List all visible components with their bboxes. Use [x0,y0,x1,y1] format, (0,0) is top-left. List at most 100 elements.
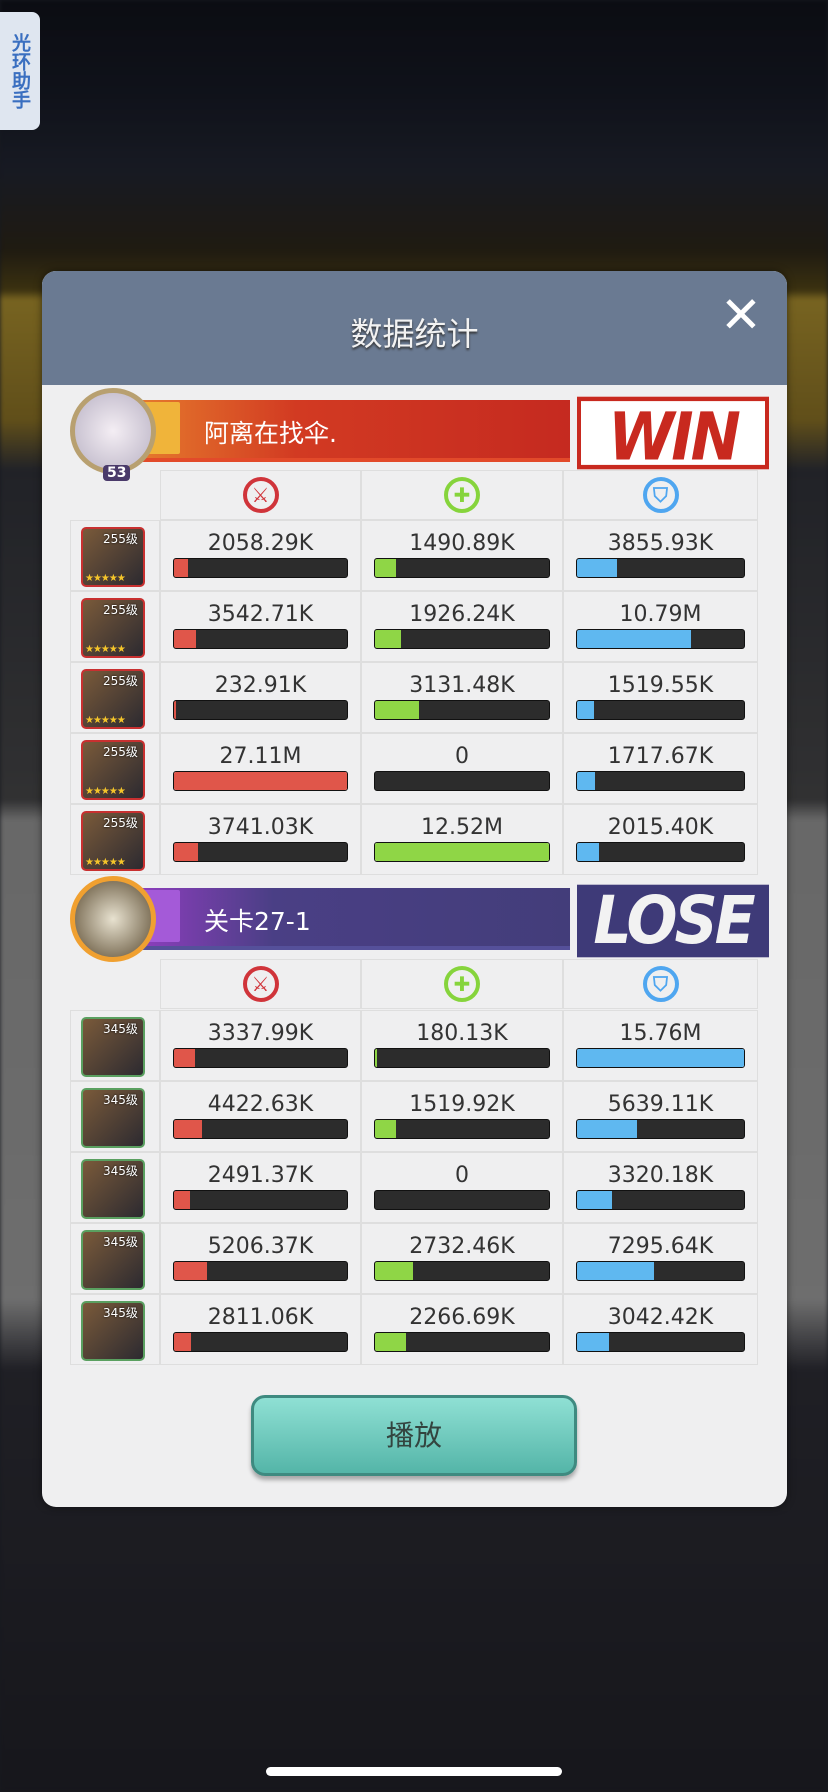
team-banner: 关卡27-1 LOSE [114,884,769,958]
heal-cross-icon: ✚ [444,477,480,513]
hero-portrait[interactable]: 345级 [81,1159,145,1219]
stat-cell: 5206.37K [160,1223,361,1294]
stat-cell: 3042.42K [563,1294,758,1365]
stat-header-cell: ⛉ [563,959,758,1009]
player-avatar[interactable]: 53 [70,388,156,481]
stat-bar [374,700,550,720]
heal-cross-icon: ✚ [444,966,480,1002]
stat-bar [576,1332,745,1352]
damage-sword-icon: ⚔ [242,477,279,513]
team-name-bar [114,888,570,950]
stat-header-cell: ✚ [361,470,563,520]
stat-bar [173,1261,348,1281]
play-button[interactable]: 播放 [251,1395,577,1476]
stat-bar-fill [577,630,691,648]
hero-stars: ★★★★★ [85,786,126,797]
stat-bar-fill [577,843,599,861]
stat-cell: 1519.92K [361,1081,563,1152]
stat-cell: 0 [361,1152,563,1223]
stat-value: 5639.11K [607,1092,714,1117]
stat-header-cell: ✚ [361,959,563,1009]
stat-bar-fill [577,1120,638,1138]
stat-value: 10.79M [619,602,702,627]
stat-bar-fill [577,1191,613,1209]
dialog-title: 数据统计 [350,315,479,353]
stat-bar [576,1119,745,1139]
hero-portrait[interactable]: 345级 [81,1017,145,1077]
stat-value: 3855.93K [607,531,714,556]
stat-bar-fill [577,1262,654,1280]
assistant-side-tab[interactable]: 光环助手 [0,12,40,130]
team-banner: 阿离在找伞. WIN [114,396,769,474]
stat-bar [374,771,550,791]
stat-bar-fill [375,1333,407,1351]
stat-bar [374,1048,550,1068]
stat-cell: 2266.69K [361,1294,563,1365]
hero-portrait-cell: 345级 [70,1294,160,1365]
stat-cell: 2491.37K [160,1152,361,1223]
result-label: WIN [577,396,769,474]
stat-bar [576,1190,745,1210]
stat-value: 0 [455,744,469,769]
stat-bar [374,1190,550,1210]
stat-header-cell: ⛉ [563,470,758,520]
hero-level: 345级 [103,1164,138,1178]
stat-value: 2491.37K [207,1163,314,1188]
stat-bar-fill [577,1333,609,1351]
stat-value: 2811.06K [207,1305,314,1330]
stat-value: 3131.48K [409,673,515,698]
hero-portrait[interactable]: 255级 ★★★★★ [81,669,145,729]
home-indicator [266,1767,562,1776]
hero-portrait[interactable]: 345级 [81,1230,145,1290]
stat-bar-fill [577,701,594,719]
stat-value: 1717.67K [607,744,714,769]
close-icon[interactable]: ✕ [720,286,762,344]
stat-cell: 3542.71K [160,591,361,662]
hero-portrait[interactable]: 255级 ★★★★★ [81,811,145,871]
hero-portrait-cell: 255级 ★★★★★ [70,591,160,662]
damage-sword-icon: ⚔ [242,966,279,1002]
stat-bar [576,1261,745,1281]
team-name: 关卡27-1 [204,907,311,936]
hero-portrait-cell: 345级 [70,1152,160,1223]
stat-value: 2266.69K [409,1305,515,1330]
hero-portrait[interactable]: 345级 [81,1088,145,1148]
player-avatar[interactable] [70,876,156,962]
hero-portrait[interactable]: 255级 ★★★★★ [81,527,145,587]
stat-value: 1926.24K [409,602,515,627]
stat-bar-fill [375,1120,396,1138]
stat-cell: 1519.55K [563,662,758,733]
stat-bar-fill [577,559,618,577]
stat-bar [374,1332,550,1352]
stat-cell: 1490.89K [361,520,563,591]
stat-bar [173,1119,348,1139]
stat-cell: 5639.11K [563,1081,758,1152]
stat-value: 180.13K [416,1021,508,1046]
stat-bar [173,771,348,791]
stat-bar-fill [174,772,347,790]
stats-dialog: 数据统计 ✕ 阿离在找伞. WIN 53 ⚔ ✚ ⛉ 255级 ★★★★★ 2058.29K 14… [42,271,787,1507]
stat-value: 3542.71K [207,602,314,627]
stat-bar [173,1190,348,1210]
stat-value: 3042.42K [607,1305,714,1330]
stat-bar-fill [174,1262,207,1280]
stat-bar-fill [174,1120,202,1138]
stat-bar-fill [375,630,402,648]
stat-value: 15.76M [619,1021,702,1046]
hero-stars: ★★★★★ [85,573,126,584]
stat-bar [576,629,745,649]
stat-bar-fill [577,772,596,790]
team-name-bar [114,400,570,462]
stat-header-cell: ⚔ [160,959,361,1009]
hero-portrait-cell: 255级 ★★★★★ [70,520,160,591]
stat-value: 12.52M [421,815,503,840]
hero-level: 255级 [103,745,138,759]
hero-portrait[interactable]: 255级 ★★★★★ [81,740,145,800]
hero-portrait[interactable]: 255级 ★★★★★ [81,598,145,658]
stat-value: 2015.40K [607,815,714,840]
hero-portrait[interactable]: 345级 [81,1301,145,1361]
stat-bar [374,629,550,649]
stat-bar-fill [174,1191,190,1209]
stat-cell: 10.79M [563,591,758,662]
stat-cell: 1717.67K [563,733,758,804]
